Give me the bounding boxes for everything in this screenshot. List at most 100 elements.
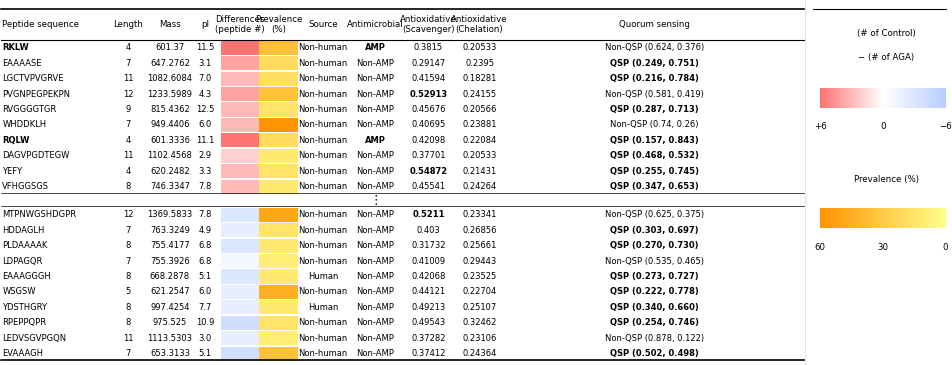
Text: 5.1: 5.1 xyxy=(198,272,211,281)
Text: Quorum sensing: Quorum sensing xyxy=(619,20,689,29)
Text: AMP: AMP xyxy=(365,43,386,52)
Text: EAAAGGGH: EAAAGGGH xyxy=(3,272,51,281)
Text: Non-AMP: Non-AMP xyxy=(356,167,394,176)
Bar xyxy=(259,346,298,361)
Text: QSP (0.273, 0.727): QSP (0.273, 0.727) xyxy=(609,272,698,281)
Bar xyxy=(259,133,298,147)
Text: 10.9: 10.9 xyxy=(195,318,214,327)
Text: Non-AMP: Non-AMP xyxy=(356,120,394,130)
Text: 0: 0 xyxy=(879,122,884,131)
Bar xyxy=(259,285,298,299)
Text: 1369.5833: 1369.5833 xyxy=(148,210,192,219)
Text: Non-human: Non-human xyxy=(298,226,347,235)
Text: 0.24364: 0.24364 xyxy=(462,349,496,358)
Bar xyxy=(259,149,298,163)
Bar xyxy=(259,331,298,345)
Text: Non-human: Non-human xyxy=(298,210,347,219)
Text: 0.22084: 0.22084 xyxy=(462,136,496,145)
Text: 4.9: 4.9 xyxy=(198,226,211,235)
Text: QSP (0.347, 0.653): QSP (0.347, 0.653) xyxy=(609,182,699,191)
Text: 0.44121: 0.44121 xyxy=(411,288,445,296)
Text: Mass: Mass xyxy=(159,20,181,29)
Text: 12: 12 xyxy=(123,90,133,99)
Text: 0.37282: 0.37282 xyxy=(410,334,446,343)
Text: Non-human: Non-human xyxy=(298,167,347,176)
Text: 0.403: 0.403 xyxy=(416,226,440,235)
Text: 7: 7 xyxy=(126,59,131,68)
Text: ⋮: ⋮ xyxy=(368,194,381,207)
Bar xyxy=(259,118,298,132)
Text: 12: 12 xyxy=(123,210,133,219)
Text: Non-human: Non-human xyxy=(298,182,347,191)
Text: Non-human: Non-human xyxy=(298,136,347,145)
Text: Non-AMP: Non-AMP xyxy=(356,182,394,191)
Text: 0.42068: 0.42068 xyxy=(411,272,446,281)
Text: Non-human: Non-human xyxy=(298,334,347,343)
Bar xyxy=(221,285,259,299)
Bar xyxy=(221,208,259,222)
Text: 0.41594: 0.41594 xyxy=(411,74,445,83)
Text: 763.3249: 763.3249 xyxy=(149,226,189,235)
Text: 0.24155: 0.24155 xyxy=(462,90,496,99)
Text: 6.0: 6.0 xyxy=(198,288,211,296)
Text: 621.2547: 621.2547 xyxy=(150,288,189,296)
Text: 8: 8 xyxy=(126,303,131,312)
Text: 755.3926: 755.3926 xyxy=(149,257,189,266)
Text: 11.1: 11.1 xyxy=(195,136,214,145)
Bar xyxy=(221,103,259,117)
Text: QSP (0.340, 0.660): QSP (0.340, 0.660) xyxy=(609,303,699,312)
Text: 746.3347: 746.3347 xyxy=(149,182,189,191)
Text: EVAAAGH: EVAAAGH xyxy=(3,349,44,358)
Text: YEFY: YEFY xyxy=(3,167,23,176)
Text: Non-human: Non-human xyxy=(298,59,347,68)
Text: 8: 8 xyxy=(126,318,131,327)
Text: Human: Human xyxy=(307,303,338,312)
Text: WHDDKLH: WHDDKLH xyxy=(3,120,47,130)
Bar xyxy=(259,41,298,55)
Text: QSP (0.287, 0.713): QSP (0.287, 0.713) xyxy=(609,105,698,114)
Text: 11: 11 xyxy=(123,74,133,83)
Text: 8: 8 xyxy=(126,182,131,191)
Text: Non-QSP (0.878, 0.122): Non-QSP (0.878, 0.122) xyxy=(605,334,704,343)
Text: PVGNPEGPEKPN: PVGNPEGPEKPN xyxy=(3,90,70,99)
Text: Non-AMP: Non-AMP xyxy=(356,257,394,266)
Bar xyxy=(221,239,259,253)
Text: 6.8: 6.8 xyxy=(198,241,211,250)
Text: 0.20533: 0.20533 xyxy=(462,43,496,52)
Text: 0.26856: 0.26856 xyxy=(462,226,496,235)
Text: 8: 8 xyxy=(126,272,131,281)
Text: +6: +6 xyxy=(813,122,825,131)
Text: Peptide sequence: Peptide sequence xyxy=(3,20,79,29)
Bar xyxy=(259,56,298,70)
Text: Non-AMP: Non-AMP xyxy=(356,226,394,235)
Text: 0.52913: 0.52913 xyxy=(409,90,447,99)
Text: 1233.5989: 1233.5989 xyxy=(148,90,192,99)
Text: 997.4254: 997.4254 xyxy=(150,303,189,312)
Text: Non-AMP: Non-AMP xyxy=(356,105,394,114)
Text: 0.23341: 0.23341 xyxy=(462,210,496,219)
Text: QSP (0.222, 0.778): QSP (0.222, 0.778) xyxy=(609,288,699,296)
Text: Non-AMP: Non-AMP xyxy=(356,272,394,281)
Text: Non-AMP: Non-AMP xyxy=(356,349,394,358)
Text: 0.22704: 0.22704 xyxy=(462,288,496,296)
Text: Non-human: Non-human xyxy=(298,288,347,296)
Bar xyxy=(259,103,298,117)
Text: 11: 11 xyxy=(123,334,133,343)
Text: − (# of AGA): − (# of AGA) xyxy=(858,53,914,62)
Text: 4: 4 xyxy=(126,167,131,176)
Text: Source: Source xyxy=(307,20,337,29)
Text: 653.3133: 653.3133 xyxy=(149,349,189,358)
Text: 815.4362: 815.4362 xyxy=(149,105,189,114)
Text: YDSTHGRY: YDSTHGRY xyxy=(3,303,48,312)
Bar xyxy=(259,87,298,101)
Text: 60: 60 xyxy=(814,243,824,252)
Text: 12.5: 12.5 xyxy=(195,105,214,114)
Text: 601.3336: 601.3336 xyxy=(149,136,189,145)
Text: 0.31732: 0.31732 xyxy=(410,241,446,250)
Text: Non-human: Non-human xyxy=(298,257,347,266)
Text: 3.3: 3.3 xyxy=(198,167,211,176)
Text: 1102.4568: 1102.4568 xyxy=(148,151,192,160)
Text: Non-human: Non-human xyxy=(298,43,347,52)
Text: 0.23881: 0.23881 xyxy=(462,120,496,130)
Text: QSP (0.249, 0.751): QSP (0.249, 0.751) xyxy=(609,59,699,68)
